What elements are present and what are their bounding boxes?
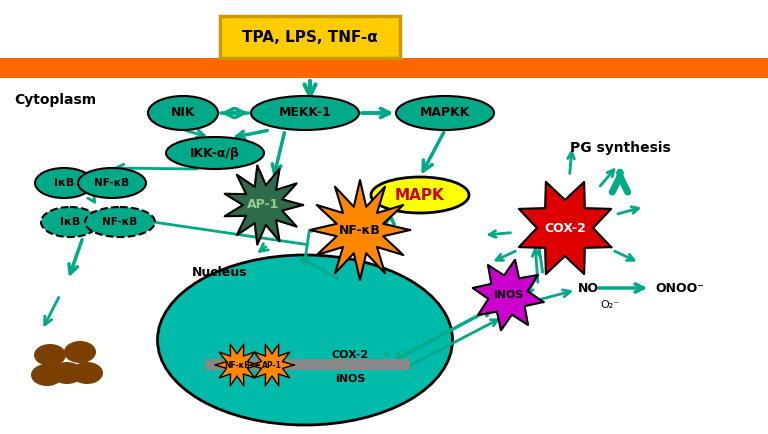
Polygon shape [250,344,294,386]
Ellipse shape [157,255,452,425]
Ellipse shape [371,177,469,213]
Text: PG synthesis: PG synthesis [570,141,670,155]
Text: O₂⁻: O₂⁻ [600,300,619,310]
Ellipse shape [34,344,66,366]
FancyBboxPatch shape [0,58,768,78]
Text: NF-κB: NF-κB [339,224,381,237]
Text: MAPK: MAPK [395,187,445,203]
Ellipse shape [31,364,63,386]
Polygon shape [519,182,611,274]
Text: COX-2: COX-2 [331,350,369,360]
Text: NO: NO [578,282,599,295]
Text: NF-κB: NF-κB [102,217,137,227]
Text: MAPKK: MAPKK [420,106,470,119]
Text: COX-2: COX-2 [544,221,586,234]
Ellipse shape [78,168,146,198]
Ellipse shape [41,207,99,237]
Ellipse shape [64,341,96,363]
Text: NF-κB: NF-κB [94,178,130,188]
Ellipse shape [51,362,83,384]
Text: iNOS: iNOS [493,290,523,300]
Text: MEKK-1: MEKK-1 [279,106,332,119]
Text: Nucleus: Nucleus [192,266,248,279]
Text: IκB: IκB [60,217,80,227]
Ellipse shape [396,96,494,130]
Polygon shape [472,260,543,330]
Text: AP-1: AP-1 [247,198,280,211]
FancyBboxPatch shape [220,16,400,58]
Text: Cytoplasm: Cytoplasm [14,93,96,107]
Polygon shape [310,180,410,280]
FancyBboxPatch shape [205,359,410,370]
Ellipse shape [71,362,103,384]
Ellipse shape [251,96,359,130]
Text: IKK-α/β: IKK-α/β [190,147,240,160]
Polygon shape [215,344,259,386]
Ellipse shape [166,137,264,169]
Text: NIK: NIK [170,106,195,119]
Text: IκB: IκB [54,178,74,188]
Text: AP-1: AP-1 [262,361,282,369]
Text: ONOO⁻: ONOO⁻ [655,282,704,295]
Ellipse shape [148,96,218,130]
Text: NF-κB: NF-κB [224,361,250,369]
Text: TPA, LPS, TNF-α: TPA, LPS, TNF-α [242,30,378,45]
Polygon shape [224,165,303,245]
Ellipse shape [85,207,155,237]
Ellipse shape [35,168,93,198]
Text: iNOS: iNOS [335,374,366,384]
